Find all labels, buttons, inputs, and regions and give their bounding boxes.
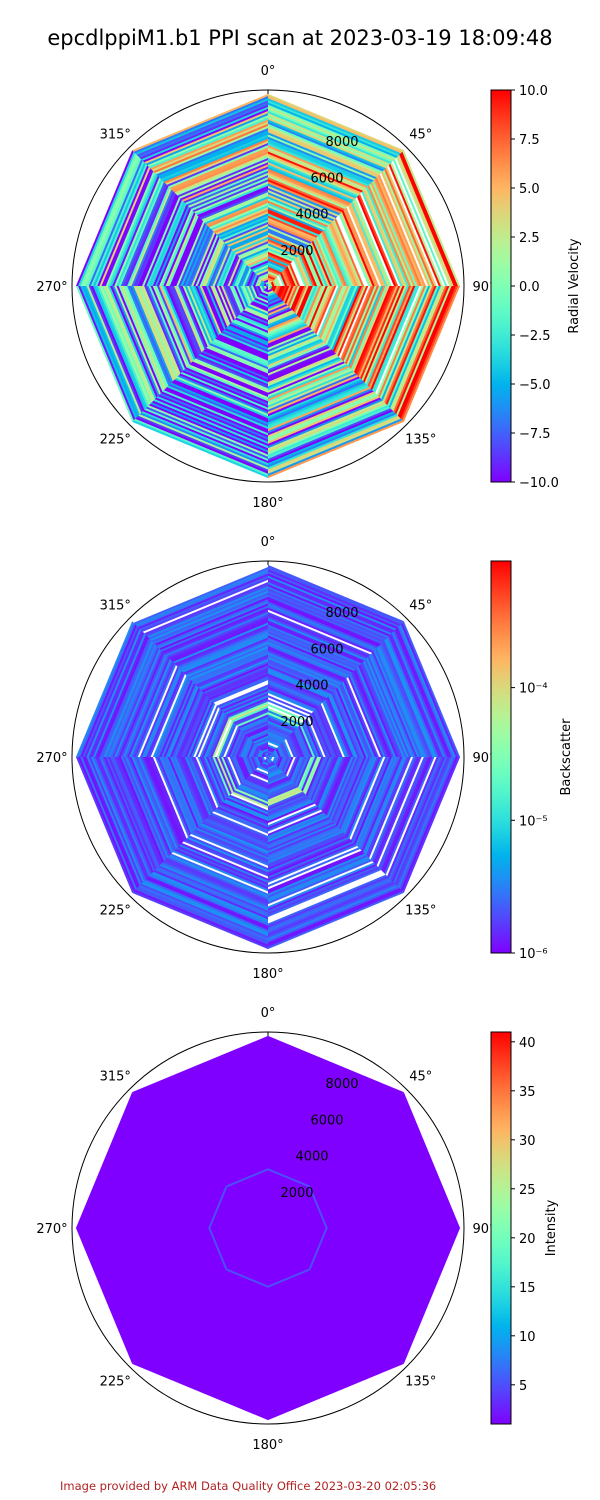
angle-tick-label: 90° [472, 751, 495, 766]
range-gate [268, 284, 271, 286]
colorbar-tick-label: 10⁻⁴ [519, 682, 548, 697]
range-tick-label: 2000 [280, 1186, 313, 1201]
colorbar-tick-label: 10.0 [519, 84, 548, 99]
colorbar-label: Radial Velocity [567, 238, 582, 334]
range-tick-label: 2000 [280, 715, 313, 730]
colorbar-tick-label: 25 [519, 1183, 536, 1198]
range-gate [265, 755, 268, 757]
angle-tick-label: 315° [100, 598, 131, 613]
range-gate [268, 1228, 270, 1231]
colorbar-tick-label: −10.0 [519, 476, 559, 491]
angle-tick-label: 180° [252, 967, 283, 982]
range-gate [266, 757, 268, 760]
colorbar-tick-label: 5.0 [519, 182, 540, 197]
colorbar-tick-label: −7.5 [519, 427, 551, 442]
polar-panel-1: 0° 45° 90° 135° 180° 225° 270° 315° 2000 4000 6000… [36, 64, 582, 511]
angle-tick-label: 45° [409, 127, 432, 142]
angle-tick-label: 315° [100, 127, 131, 142]
polar-panel-2: 0° 45° 90° 135° 180° 225° 270° 315° 2000 4000 6000… [36, 535, 574, 982]
range-tick-label: 4000 [295, 679, 328, 694]
angle-tick-label: 225° [100, 904, 131, 919]
angle-tick-label: 315° [100, 1069, 131, 1084]
range-tick-label: 2000 [280, 244, 313, 259]
range-gate [266, 286, 268, 289]
angle-tick-label: 0° [261, 535, 276, 550]
colorbar-label: Backscatter [559, 718, 574, 796]
polar-panel-3: 0° 45° 90° 135° 180° 225° 270° 315° 2000 4000 6000… [36, 1006, 559, 1453]
range-gate [265, 1228, 268, 1230]
angle-tick-label: 0° [261, 64, 276, 79]
range-gate [268, 757, 271, 759]
range-gate [265, 1226, 268, 1228]
angle-tick-label: 180° [252, 496, 283, 511]
colorbar-tick-label: −5.0 [519, 378, 551, 393]
angle-tick-label: 270° [36, 751, 67, 766]
colorbar-tick-label: 7.5 [519, 133, 540, 148]
range-gate [268, 754, 270, 757]
range-gate [266, 754, 268, 757]
colorbar-tick-label: 15 [519, 1281, 536, 1296]
angle-tick-label: 135° [405, 433, 436, 448]
angle-tick-label: 45° [409, 598, 432, 613]
range-tick-label: 8000 [325, 1077, 358, 1092]
range-tick-label: 8000 [325, 135, 358, 150]
range-tick-label: 4000 [295, 208, 328, 223]
range-tick-label: 4000 [295, 1150, 328, 1165]
range-gate [268, 283, 270, 286]
colorbar [490, 560, 512, 954]
angle-tick-label: 180° [252, 1438, 283, 1453]
range-tick-label: 8000 [325, 606, 358, 621]
angle-tick-label: 0° [261, 1006, 276, 1021]
colorbar [490, 89, 512, 483]
angle-tick-label: 270° [36, 280, 67, 295]
colorbar-tick-label: 40 [519, 1036, 536, 1051]
colorbar-tick-label: −2.5 [519, 329, 551, 344]
colorbar-tick-label: 10⁻⁶ [519, 947, 548, 962]
range-gate [266, 1228, 268, 1231]
angle-tick-label: 135° [405, 904, 436, 919]
range-gate [268, 1228, 271, 1230]
angle-tick-label: 135° [405, 1375, 436, 1390]
angle-tick-label: 225° [100, 433, 131, 448]
colorbar-tick-label: 5 [519, 1379, 527, 1394]
range-gate [268, 755, 271, 757]
range-gate [268, 757, 270, 760]
range-tick-label: 6000 [310, 1113, 343, 1128]
colorbar-tick-label: 10 [519, 1330, 536, 1345]
colorbar-tick-label: 30 [519, 1134, 536, 1149]
range-gate [266, 1225, 268, 1228]
range-gate [268, 286, 270, 289]
colorbar [490, 1031, 512, 1425]
angle-tick-label: 270° [36, 1222, 67, 1237]
colorbar-tick-label: 0.0 [519, 280, 540, 295]
angle-tick-label: 45° [409, 1069, 432, 1084]
range-gate [268, 1225, 270, 1228]
range-tick-label: 6000 [310, 642, 343, 657]
page-title: epcdlppiM1.b1 PPI scan at 2023-03-19 18:… [47, 26, 553, 50]
colorbar-tick-label: 35 [519, 1085, 536, 1100]
colorbar-tick-label: 10⁻⁵ [519, 814, 548, 829]
colorbar-label: Intensity [544, 1199, 559, 1256]
range-tick-label: 6000 [310, 171, 343, 186]
range-gate [268, 286, 271, 288]
range-gate [265, 757, 268, 759]
angle-tick-label: 225° [100, 1375, 131, 1390]
range-gate [265, 286, 268, 288]
range-gate [265, 284, 268, 286]
range-gate [268, 1226, 271, 1228]
range-gate [266, 283, 268, 286]
colorbar-tick-label: 2.5 [519, 231, 540, 246]
angle-tick-label: 90° [472, 1222, 495, 1237]
angle-tick-label: 90° [472, 280, 495, 295]
colorbar-tick-label: 20 [519, 1232, 536, 1247]
footer-credit: Image provided by ARM Data Quality Offic… [60, 1479, 437, 1493]
